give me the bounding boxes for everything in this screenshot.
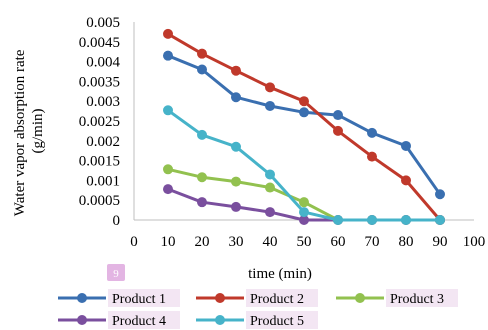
series-2 <box>163 28 445 225</box>
legend-label-background <box>246 289 318 307</box>
series-line <box>167 32 442 221</box>
y-tick-label: 0.0025 <box>79 114 120 130</box>
legend-marker <box>355 293 365 303</box>
y-tick-label: 0 <box>113 213 121 229</box>
legend-item: Product 3 <box>336 289 458 307</box>
x-tick-label: 20 <box>195 234 210 250</box>
legend-label-background <box>386 289 458 307</box>
legend-item: Product 4 <box>58 311 180 329</box>
y-axis-title: Water vapor absorption rate (g/min) <box>12 46 46 216</box>
x-tick-label: 60 <box>331 234 346 250</box>
x-tick-label: 90 <box>433 234 448 250</box>
x-axis-title: time (min) <box>248 266 312 282</box>
data-point <box>401 140 411 151</box>
x-tick-label: 0 <box>130 234 138 250</box>
legend-marker <box>215 293 225 303</box>
x-tick-labels: 0 10 20 30 40 50 60 70 80 90 100 <box>130 234 485 250</box>
y-tick-label: 0.005 <box>86 15 120 31</box>
data-point <box>435 189 445 200</box>
x-tick-label: 80 <box>399 234 414 250</box>
y-tick-label: 0.002 <box>86 134 120 150</box>
legend-marker <box>77 293 87 303</box>
series-line <box>167 54 442 196</box>
data-point <box>265 182 275 193</box>
y-tick-label: 0.0035 <box>79 74 120 90</box>
legend-label-background <box>108 311 180 329</box>
data-point <box>231 92 241 103</box>
legend-label: Product 3 <box>390 292 444 307</box>
data-point <box>163 50 173 61</box>
data-point <box>231 65 241 76</box>
data-point <box>265 82 275 93</box>
y-tick-label: 0.001 <box>86 173 120 189</box>
data-point <box>197 64 207 75</box>
data-point <box>163 164 173 175</box>
legend-marker <box>77 315 87 325</box>
legend-item: Product 1 <box>58 289 180 307</box>
legend-label: Product 5 <box>250 314 304 329</box>
legend-label-background <box>108 289 180 307</box>
data-point <box>231 141 241 152</box>
legend-label: Product 4 <box>112 314 166 329</box>
x-tick-label: 100 <box>463 234 486 250</box>
x-tick-label: 70 <box>365 234 380 250</box>
data-point <box>163 105 173 116</box>
data-point <box>231 176 241 187</box>
data-point <box>265 207 275 218</box>
data-point <box>435 215 445 225</box>
data-point <box>299 96 309 107</box>
y-tick-label: 0.0005 <box>79 193 120 209</box>
data-point <box>231 201 241 212</box>
figure-badge: 9 <box>107 264 125 281</box>
data-point <box>299 207 309 218</box>
data-point <box>367 127 377 138</box>
figure-badge-background <box>107 264 125 281</box>
y-tick-label: 0.004 <box>86 55 120 71</box>
series-1 <box>163 50 445 200</box>
data-point <box>333 125 343 136</box>
x-tick-label: 50 <box>297 234 312 250</box>
data-point <box>197 172 207 183</box>
x-tick-label: 10 <box>161 234 176 250</box>
legend: Product 1 Product 2 Product 3 Product 4 Prod… <box>58 289 458 329</box>
y-tick-label: 0.003 <box>86 94 120 110</box>
y-tick-label: 0.0015 <box>79 154 120 170</box>
legend-label: Product 2 <box>250 292 304 307</box>
data-point <box>163 28 173 39</box>
data-point <box>265 169 275 180</box>
data-point <box>299 107 309 118</box>
series-5 <box>163 105 445 225</box>
data-point <box>401 215 411 225</box>
y-axis-title-line-1: Water vapor absorption rate <box>12 49 28 216</box>
data-point <box>197 48 207 59</box>
data-point <box>299 197 309 208</box>
y-tick-label: 0.0045 <box>79 35 120 51</box>
data-point <box>265 100 275 111</box>
y-axis-title-line-2: (g/min) <box>30 109 46 154</box>
legend-label-background <box>246 311 318 329</box>
series-layer <box>163 28 445 225</box>
data-point <box>299 215 309 225</box>
data-point <box>367 215 377 225</box>
legend-label: Product 1 <box>112 292 166 307</box>
x-tick-label: 40 <box>263 234 278 250</box>
data-point <box>367 151 377 162</box>
legend-marker <box>215 315 225 325</box>
legend-item: Product 2 <box>196 289 318 307</box>
data-point <box>197 197 207 208</box>
legend-item: Product 5 <box>196 311 318 329</box>
y-tick-labels: 0 0.0005 0.001 0.0015 0.002 0.0025 0.003 0.0035… <box>79 15 121 229</box>
data-point <box>333 110 343 121</box>
x-tick-label: 30 <box>229 234 244 250</box>
data-point <box>401 175 411 186</box>
data-point <box>163 184 173 195</box>
figure-badge-label: 9 <box>113 268 119 280</box>
data-point <box>333 215 343 225</box>
data-point <box>197 129 207 140</box>
